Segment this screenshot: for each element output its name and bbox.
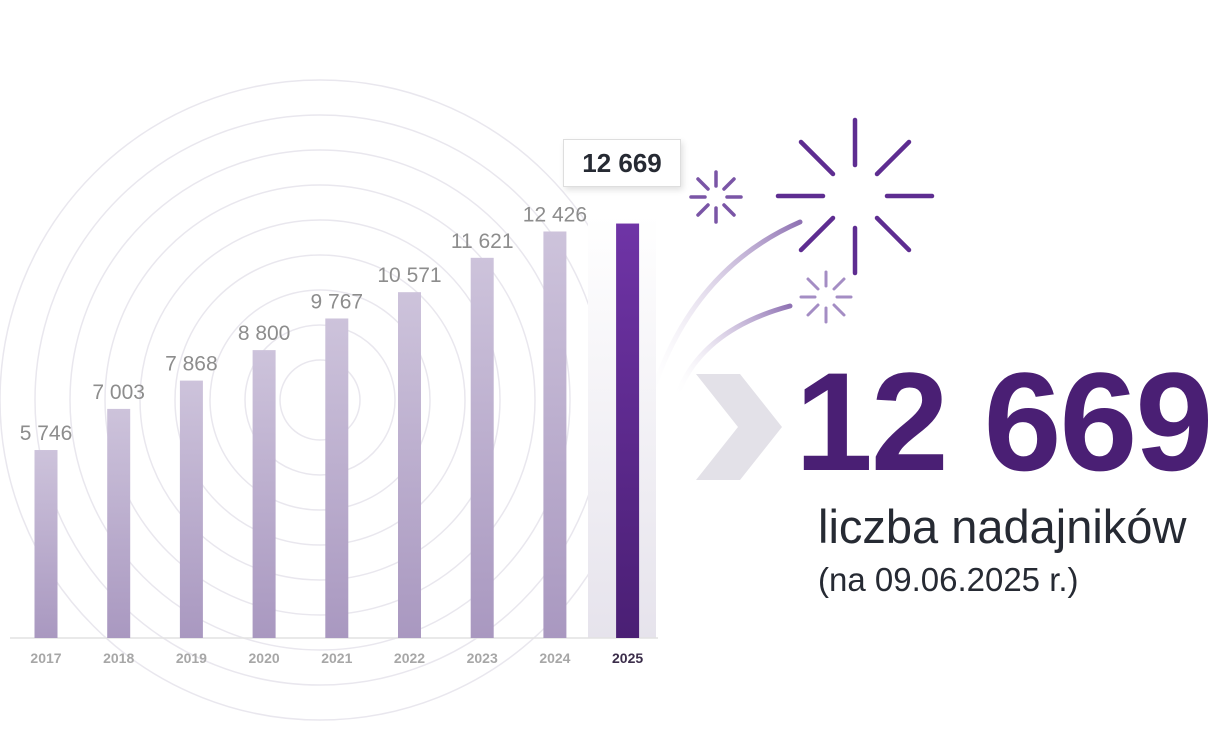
hero-caption: liczba nadajników (818, 500, 1187, 553)
bar-2025 (616, 223, 640, 638)
bar-value-label: 7 868 (165, 353, 218, 376)
x-tick-label: 2020 (249, 650, 280, 666)
x-tick-label: 2023 (467, 650, 498, 666)
bar-series (34, 223, 640, 638)
bar-2018 (107, 408, 131, 638)
x-tick-label: 2019 (176, 650, 207, 666)
bar-value-label: 5 746 (20, 422, 73, 445)
bar-value-label: 10 571 (377, 264, 441, 287)
x-axis-labels: 2017 2018 2019 2020 2021 2022 2023 2024 2025 (30, 650, 643, 666)
hero-total-number: 12 669 (795, 343, 1213, 500)
bar-2022 (398, 292, 421, 638)
bar-value-label: 9 767 (311, 290, 364, 313)
current-year-callout: 12 669 (563, 139, 681, 187)
x-tick-label: 2021 (321, 650, 352, 666)
bar-2023 (470, 257, 494, 638)
x-tick-label: 2017 (30, 650, 61, 666)
bar-value-label: 7 003 (92, 381, 145, 404)
bar-value-label: 12 426 (523, 203, 587, 226)
x-tick-label: 2018 (103, 650, 134, 666)
bar-2019 (179, 380, 203, 638)
x-tick-label: 2025 (612, 650, 643, 666)
bar-2021 (325, 318, 349, 638)
bar-2020 (252, 350, 276, 638)
bar-2024 (543, 231, 567, 638)
hero-date: (na 09.06.2025 r.) (818, 561, 1079, 598)
bar-value-labels: 5 746 7 003 7 868 8 800 9 767 10 571 11 621 12 … (20, 203, 587, 445)
bar-value-label: 8 800 (238, 322, 291, 345)
bar-2017 (34, 450, 58, 638)
firework-icon (647, 117, 935, 403)
x-tick-label: 2024 (539, 650, 570, 666)
bar-value-label: 11 621 (451, 230, 514, 253)
chevron-right-icon (696, 374, 782, 480)
x-tick-label: 2022 (394, 650, 425, 666)
